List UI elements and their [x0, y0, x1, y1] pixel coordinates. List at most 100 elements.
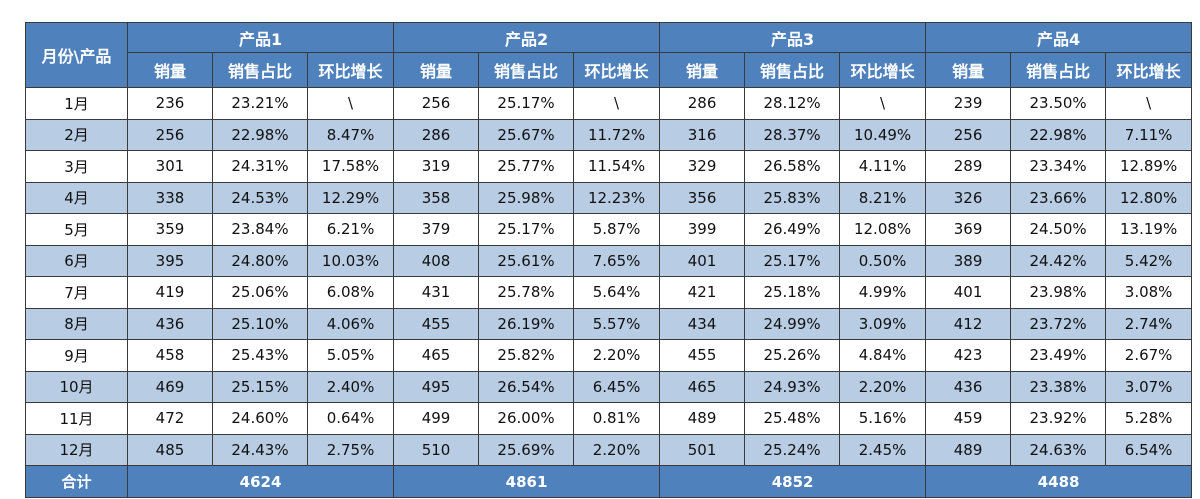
value-cell: 25.77%	[478, 150, 575, 183]
value-cell: 24.63%	[1010, 433, 1107, 466]
value-cell: 23.49%	[1010, 339, 1107, 372]
value-cell: 24.53%	[212, 181, 308, 214]
month-cell: 9月	[25, 339, 128, 372]
value-cell: 25.06%	[212, 276, 308, 309]
value-cell: 431	[393, 276, 480, 309]
value-cell: 12.89%	[1105, 150, 1193, 183]
value-cell: 412	[925, 307, 1012, 340]
month-cell: 5月	[25, 213, 128, 246]
data-row: 12月 485 24.43% 2.75% 510 25.69% 2.20% 501 25.24%…	[25, 433, 1193, 466]
value-cell: 25.78%	[478, 276, 575, 309]
value-cell: 23.92%	[1010, 402, 1107, 435]
value-cell: 10.49%	[839, 118, 927, 151]
value-cell: 286	[393, 118, 480, 151]
month-cell: 7月	[25, 276, 128, 309]
value-cell: 26.49%	[744, 213, 841, 246]
value-cell: 5.42%	[1105, 244, 1193, 277]
total-value: 4624	[126, 465, 395, 498]
data-row: 5月 359 23.84% 6.21% 379 25.17% 5.87% 399 26.49% 1…	[25, 213, 1193, 246]
value-cell: 369	[925, 213, 1012, 246]
value-cell: 26.54%	[478, 370, 575, 403]
value-cell: 5.64%	[573, 276, 661, 309]
value-cell: 23.38%	[1010, 370, 1107, 403]
value-cell: 7.11%	[1105, 118, 1193, 151]
value-cell: 358	[393, 181, 480, 214]
value-cell: 23.34%	[1010, 150, 1107, 183]
total-value: 4861	[393, 465, 661, 498]
value-cell: 408	[393, 244, 480, 277]
value-cell: 25.69%	[478, 433, 575, 466]
value-cell: 22.98%	[1010, 118, 1107, 151]
value-cell: 24.99%	[744, 307, 841, 340]
value-cell: 5.87%	[573, 213, 661, 246]
value-cell: 25.24%	[744, 433, 841, 466]
value-cell: 26.58%	[744, 150, 841, 183]
value-cell: 4.99%	[839, 276, 927, 309]
value-cell: 25.67%	[478, 118, 575, 151]
value-cell: 24.80%	[212, 244, 308, 277]
value-cell: 24.43%	[212, 433, 308, 466]
value-cell: 401	[925, 276, 1012, 309]
value-cell: 419	[127, 276, 213, 309]
column-header: 销售占比	[1010, 52, 1107, 88]
total-value: 4488	[925, 465, 1193, 498]
product-header: 产品1	[126, 22, 395, 53]
value-cell: \	[573, 87, 661, 120]
data-row: 8月 436 25.10% 4.06% 455 26.19% 5.57% 434 24.99% 3…	[25, 307, 1193, 340]
value-cell: 329	[659, 150, 746, 183]
data-row: 10月 469 25.15% 2.40% 495 26.54% 6.45% 465 24.93%…	[25, 370, 1193, 403]
value-cell: 23.84%	[212, 213, 308, 246]
value-cell: 11.54%	[573, 150, 661, 183]
value-cell: 2.20%	[839, 370, 927, 403]
value-cell: 421	[659, 276, 746, 309]
column-header: 销量	[925, 52, 1012, 88]
data-row: 2月 256 22.98% 8.47% 286 25.67% 11.72% 316 28.37%…	[25, 118, 1193, 151]
value-cell: 2.75%	[306, 433, 395, 466]
value-cell: 499	[393, 402, 480, 435]
month-cell: 1月	[25, 87, 128, 120]
month-cell: 4月	[25, 181, 128, 214]
value-cell: 3.07%	[1105, 370, 1193, 403]
value-cell: 465	[659, 370, 746, 403]
value-cell: 25.98%	[478, 181, 575, 214]
value-cell: 28.37%	[744, 118, 841, 151]
value-cell: 24.93%	[744, 370, 841, 403]
value-cell: 23.50%	[1010, 87, 1107, 120]
data-row: 1月 236 23.21% \ 256 25.17% \ 286 28.12% \ 239 23.50…	[25, 87, 1193, 120]
column-header: 环比增长	[306, 52, 395, 88]
value-cell: 6.21%	[306, 213, 395, 246]
total-label: 合计	[25, 465, 128, 498]
column-header: 销售占比	[478, 52, 575, 88]
value-cell: 319	[393, 150, 480, 183]
value-cell: 26.19%	[478, 307, 575, 340]
product-header: 产品4	[925, 22, 1193, 53]
value-cell: 25.10%	[212, 307, 308, 340]
value-cell: 23.21%	[212, 87, 308, 120]
value-cell: 13.19%	[1105, 213, 1193, 246]
column-header: 环比增长	[573, 52, 661, 88]
column-header: 环比增长	[839, 52, 927, 88]
value-cell: 12.80%	[1105, 181, 1193, 214]
header-row: 月份\产品 产品1 产品2 产品3 产品4	[25, 22, 1193, 88]
value-cell: 6.54%	[1105, 433, 1193, 466]
value-cell: 256	[127, 118, 213, 151]
value-cell: 436	[925, 370, 1012, 403]
value-cell: 25.43%	[212, 339, 308, 372]
value-cell: 2.74%	[1105, 307, 1193, 340]
value-cell: \	[1105, 87, 1193, 120]
corner-header: 月份\产品	[25, 22, 128, 88]
value-cell: 2.40%	[306, 370, 395, 403]
value-cell: 455	[659, 339, 746, 372]
product-header: 产品2	[393, 22, 661, 53]
value-cell: 286	[659, 87, 746, 120]
value-cell: 5.16%	[839, 402, 927, 435]
column-header: 销量	[127, 52, 213, 88]
value-cell: 4.11%	[839, 150, 927, 183]
month-cell: 8月	[25, 307, 128, 340]
month-cell: 10月	[25, 370, 128, 403]
data-row: 11月 472 24.60% 0.64% 499 26.00% 0.81% 489 25.48%…	[25, 402, 1193, 435]
value-cell: 359	[127, 213, 213, 246]
table-wrap: 月份\产品 产品1 产品2 产品3 产品4 销量 销售占比 环比增长 销量 销售占比 环比增长 销量销…	[25, 22, 1193, 498]
value-cell: 256	[393, 87, 480, 120]
